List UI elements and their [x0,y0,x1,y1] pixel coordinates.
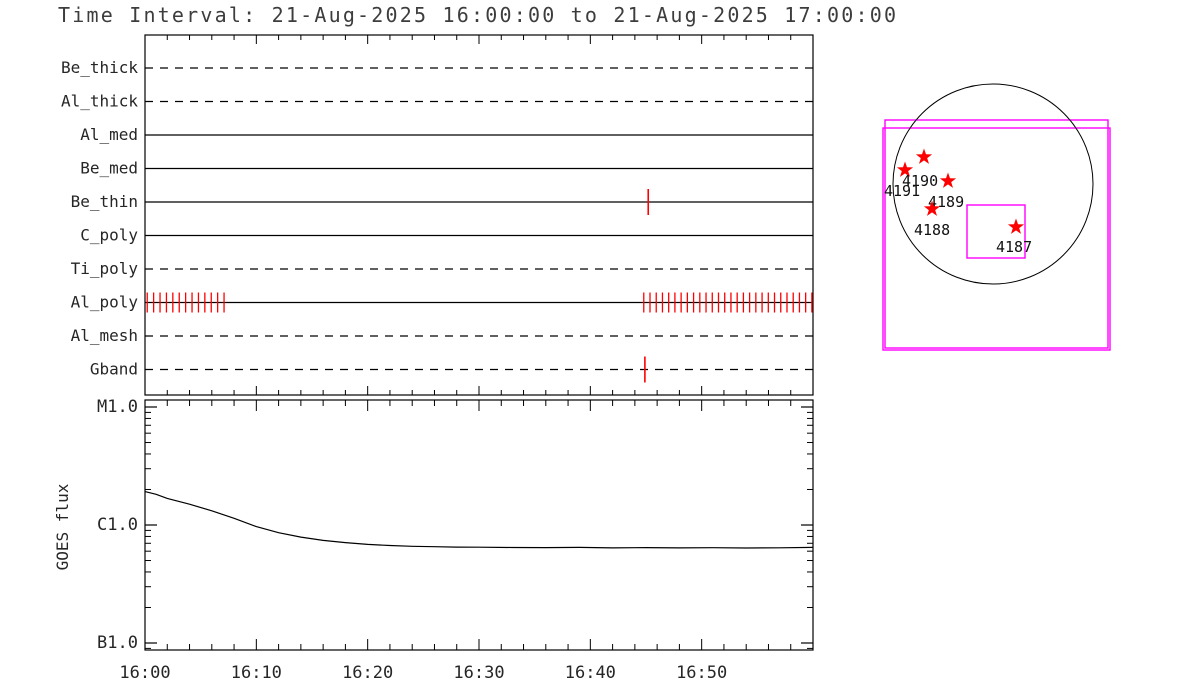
filter-label-Ti_poly: Ti_poly [71,259,139,278]
filter-label-Be_thick: Be_thick [61,58,138,77]
filter-label-C_poly: C_poly [80,226,138,245]
goes-panel-border [144,399,814,651]
active-region-label: 4188 [914,221,950,239]
timeline-panel-border [144,34,814,396]
goes-x-tick-label: 16:40 [565,663,616,683]
filter-label-Al_poly: Al_poly [71,293,139,312]
goes-x-tick-label: 16:10 [231,663,282,683]
filter-label-Al_med: Al_med [80,125,138,144]
goes-x-tick-label: 16:00 [119,663,170,683]
active-region-star [915,148,933,164]
xrt-fov-box [884,119,1109,349]
active-region-label: 4187 [996,238,1032,256]
goes-x-tick-label: 16:30 [453,663,504,683]
solar-limb [892,83,1094,285]
active-region-label: 4191 [884,182,920,200]
active-region-label: 4190 [902,172,938,190]
goes-y-tick-label: B1.0 [97,633,138,653]
goes-x-tick-label: 16:50 [676,663,727,683]
goes-y-tick-label: C1.0 [97,515,138,535]
page-title: Time Interval: 21-Aug-2025 16:00:00 to 2… [58,3,899,27]
filter-label-Be_thin: Be_thin [71,192,138,211]
goes-y-tick-label: M1.0 [97,397,138,417]
active-region-star [896,161,914,177]
goes-flux-curve [144,491,814,549]
xrt-fov-box [966,204,1026,259]
filter-label-Al_mesh: Al_mesh [71,326,138,345]
active-region-star [939,172,957,188]
filter-label-Gband: Gband [90,360,138,379]
active-region-star [1007,218,1025,234]
goes-x-tick-label: 16:20 [342,663,393,683]
active-region-star [923,200,941,216]
filter-label-Be_med: Be_med [80,159,138,178]
goes-ylabel: GOES flux [53,483,72,570]
xrt-fov-box [882,127,1111,351]
filter-label-Al_thick: Al_thick [61,92,138,111]
